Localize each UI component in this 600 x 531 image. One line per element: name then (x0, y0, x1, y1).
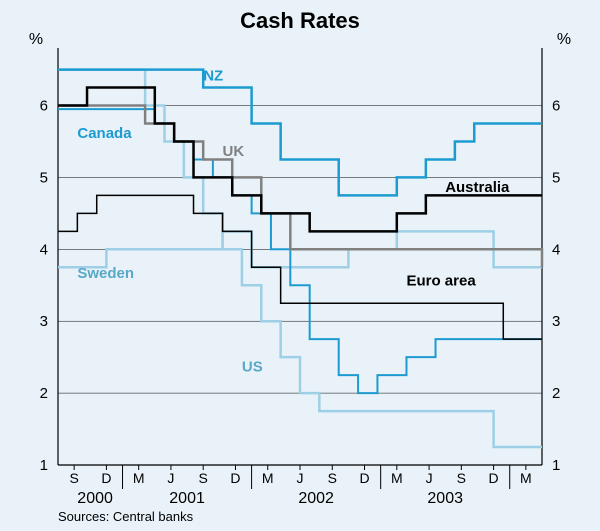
x-tick-label: M (133, 470, 145, 486)
y-tick-left: 4 (40, 241, 48, 258)
series-label-australia: Australia (445, 179, 510, 196)
x-tick-label: D (489, 470, 499, 486)
y-tick-right: 2 (552, 385, 560, 402)
series-label-euro: Euro area (406, 272, 476, 289)
series-label-us: US (242, 359, 263, 376)
chart-container: Cash Rates%% 1 1 2 2 3 3 4 4 5 5 6 6 S D M J S D M J S D M J S D M 2… (0, 0, 600, 531)
y-tick-left: 6 (40, 98, 48, 115)
x-tick-label: J (426, 470, 433, 486)
cash-rates-chart: Cash Rates%% 1 1 2 2 3 3 4 4 5 5 6 6 S D M J S D M J S D M J S D M 2… (0, 0, 600, 531)
chart-title: Cash Rates (240, 8, 360, 33)
x-tick-label: J (167, 470, 174, 486)
y-tick-right: 3 (552, 313, 560, 330)
y-tick-left: 3 (40, 313, 48, 330)
x-tick-label: D (230, 470, 240, 486)
x-tick-label: D (101, 470, 111, 486)
x-tick-label: S (69, 470, 78, 486)
y-unit-left: % (29, 31, 43, 48)
y-tick-right: 4 (552, 241, 560, 258)
series-label-sweden: Sweden (77, 265, 134, 282)
y-tick-right: 6 (552, 98, 560, 115)
source-text: Sources: Central banks (58, 509, 194, 524)
x-year-label: 2000 (77, 490, 113, 507)
series-label-nz: NZ (203, 67, 223, 84)
series-label-canada: Canada (77, 125, 132, 142)
x-year-label: 2001 (169, 490, 205, 507)
series-label-uk: UK (223, 143, 245, 160)
y-tick-right: 1 (552, 457, 560, 474)
x-tick-label: D (359, 470, 369, 486)
y-tick-left: 2 (40, 385, 48, 402)
x-tick-label: S (328, 470, 337, 486)
x-tick-label: J (297, 470, 304, 486)
x-year-label: 2003 (427, 490, 463, 507)
y-unit-right: % (557, 31, 571, 48)
x-tick-label: S (457, 470, 466, 486)
y-tick-right: 5 (552, 169, 560, 186)
x-tick-label: M (262, 470, 274, 486)
x-tick-label: M (520, 470, 532, 486)
x-tick-label: M (391, 470, 403, 486)
y-tick-left: 1 (40, 457, 48, 474)
y-tick-left: 5 (40, 169, 48, 186)
x-tick-label: S (199, 470, 208, 486)
x-year-label: 2002 (298, 490, 334, 507)
